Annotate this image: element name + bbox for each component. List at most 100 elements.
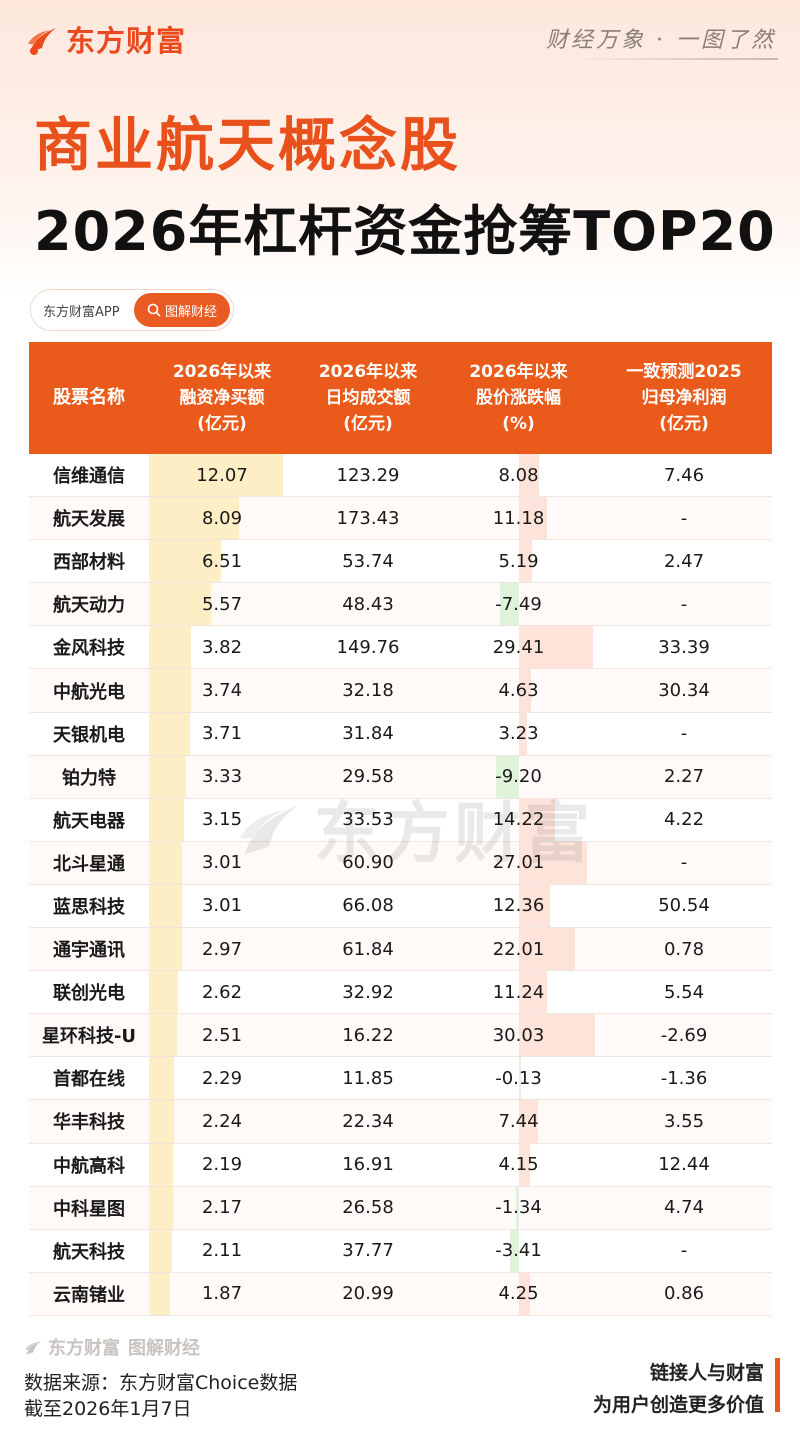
stock-name-cell-value: 天银机电 (53, 724, 125, 746)
col-header-turnover: 2026年以来 日均成交额 (亿元) (318, 362, 418, 434)
profit-cell-value: 0.86 (663, 1283, 705, 1305)
turnover-cell: 60.90 (295, 842, 441, 884)
profit-cell-value: - (680, 852, 688, 874)
net-buy-cell: 2.17 (149, 1186, 295, 1229)
stock-name-cell: 通宇通讯 (29, 928, 149, 970)
turnover-cell-value: 29.58 (342, 766, 394, 788)
change-cell-value: 11.18 (492, 507, 545, 529)
turnover-cell: 66.08 (295, 885, 441, 927)
change-cell-value: 14.22 (492, 809, 545, 831)
change-cell-value: -7.49 (495, 593, 542, 615)
header: 东方财富 财经万象 · 一图了然 (0, 0, 800, 80)
change-up-bar (519, 497, 547, 540)
net-buy-cell: 2.62 (149, 971, 295, 1014)
change-down-bar (510, 1229, 520, 1272)
change-cell: 4.25 (441, 1272, 596, 1315)
turnover-cell: 32.92 (295, 971, 441, 1013)
change-cell-value: -3.41 (495, 1240, 542, 1262)
change-cell-value: 29.41 (492, 636, 545, 658)
stock-name-cell: 天银机电 (29, 713, 149, 755)
stock-name-cell: 中航高科 (29, 1144, 149, 1186)
change-cell: -0.13 (441, 1057, 596, 1100)
net-buy-cell-value: 3.74 (201, 680, 243, 702)
table-row: 铂力特 3.33 29.58 -9.20 2.27 (29, 755, 772, 799)
turnover-cell-value: 26.58 (342, 1197, 394, 1219)
change-cell: 11.18 (441, 497, 596, 540)
change-up-bar (519, 540, 532, 583)
profit-cell: 7.46 (596, 454, 772, 496)
profit-cell: 50.54 (596, 885, 772, 927)
change-up-bar (519, 798, 555, 841)
stock-name-cell: 星环科技-U (29, 1014, 149, 1056)
profit-cell-value: -2.69 (660, 1024, 708, 1046)
stock-name-cell: 航天电器 (29, 799, 149, 841)
net-buy-cell-value: 2.62 (201, 981, 243, 1003)
change-down-bar (518, 1057, 521, 1100)
table-row: 北斗星通 3.01 60.90 27.01 - (29, 841, 772, 885)
graphic-finance-button[interactable]: 图解财经 (134, 293, 230, 327)
net-buy-bar (149, 884, 182, 928)
change-cell: 12.36 (441, 884, 596, 928)
profit-cell: - (596, 497, 772, 539)
stock-name-cell-value: 航天电器 (53, 810, 125, 832)
stock-name-cell: 北斗星通 (29, 842, 149, 884)
turnover-cell: 16.22 (295, 1014, 441, 1056)
table-row: 华丰科技 2.24 22.34 7.44 3.55 (29, 1100, 772, 1144)
net-buy-bar (149, 1100, 174, 1143)
net-buy-bar (149, 712, 190, 755)
net-buy-cell: 2.51 (149, 1014, 295, 1057)
profit-cell-value: - (680, 723, 688, 745)
net-buy-cell-value: 3.01 (201, 895, 243, 917)
change-cell: 4.63 (441, 669, 596, 712)
brand-logo[interactable]: 东方财富 (26, 18, 186, 60)
stock-name-cell: 航天动力 (29, 583, 149, 625)
change-up-bar (519, 454, 539, 497)
profit-cell-value: 4.74 (663, 1197, 705, 1219)
stock-name-cell-value: 中航高科 (53, 1155, 125, 1177)
change-cell-value: -9.20 (495, 766, 542, 788)
profit-cell: 4.74 (596, 1187, 772, 1229)
net-buy-cell-value: 1.87 (201, 1283, 243, 1305)
stock-name-cell-value: 通宇通讯 (53, 940, 125, 962)
net-buy-cell: 6.51 (149, 540, 295, 583)
tagline-1: 链接人与财富 (649, 1362, 764, 1384)
net-buy-cell: 1.87 (149, 1272, 295, 1315)
net-buy-bar (149, 626, 191, 669)
profit-cell-value: 0.78 (663, 938, 705, 960)
profit-cell: 2.47 (596, 540, 772, 582)
net-buy-cell-value: 3.82 (201, 636, 243, 658)
net-buy-cell: 3.01 (149, 841, 295, 884)
profit-cell-value: 50.54 (658, 895, 710, 917)
table-row: 中航光电 3.74 32.18 4.63 30.34 (29, 669, 772, 713)
change-down-bar (500, 583, 520, 626)
net-buy-cell-value: 3.01 (201, 852, 243, 874)
profit-cell-value: 33.39 (658, 636, 710, 658)
turnover-cell-value: 60.90 (342, 852, 394, 874)
net-buy-cell: 3.15 (149, 798, 295, 841)
stock-name-cell-value: 航天科技 (53, 1241, 125, 1263)
profit-cell-value: 30.34 (658, 680, 710, 702)
table-row: 航天动力 5.57 48.43 -7.49 - (29, 583, 772, 627)
profit-cell-value: 7.46 (663, 464, 705, 486)
net-buy-cell-value: 12.07 (196, 464, 248, 486)
profit-cell-value: - (680, 507, 688, 529)
net-buy-cell: 3.74 (149, 669, 295, 712)
net-buy-bar (149, 755, 186, 798)
profit-cell: - (596, 713, 772, 755)
profit-cell-value: 3.55 (663, 1110, 705, 1132)
table-row: 西部材料 6.51 53.74 5.19 2.47 (29, 540, 772, 584)
table-row: 航天电器 3.15 33.53 14.22 4.22 (29, 798, 772, 842)
net-buy-bar (149, 928, 182, 971)
stock-name-cell: 铂力特 (29, 756, 149, 798)
stock-name-cell-value: 中航光电 (53, 681, 125, 703)
turnover-cell: 16.91 (295, 1144, 441, 1186)
change-cell-value: 3.23 (498, 723, 539, 745)
turnover-cell-value: 20.99 (342, 1283, 394, 1305)
change-up-bar (519, 626, 593, 669)
table-row: 云南锗业 1.87 20.99 4.25 0.86 (29, 1272, 772, 1316)
turnover-cell-value: 16.91 (342, 1154, 394, 1176)
change-down-bar (515, 1186, 519, 1229)
net-buy-bar (149, 1186, 173, 1229)
change-cell-value: 8.08 (498, 464, 539, 486)
net-buy-cell: 3.71 (149, 712, 295, 755)
